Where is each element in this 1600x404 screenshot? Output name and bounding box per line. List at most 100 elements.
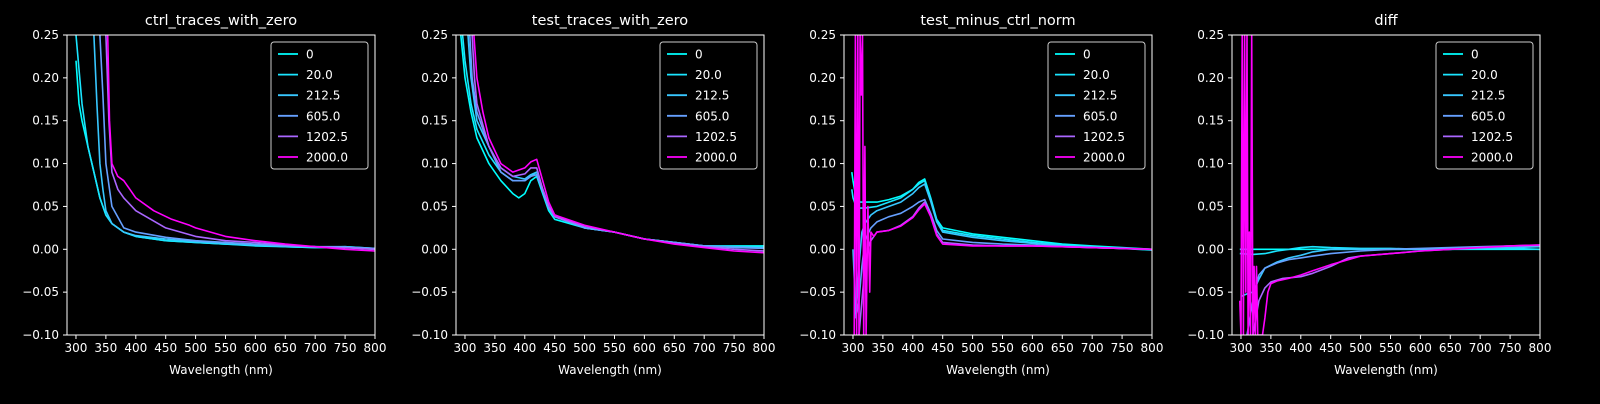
series-line-5 (1239, 35, 1540, 335)
y-tick-label: 0.05 (421, 199, 448, 213)
chart-title: ctrl_traces_with_zero (145, 13, 297, 29)
x-axis-label: Wavelength (nm) (1334, 363, 1438, 377)
x-tick-label: 450 (154, 341, 177, 355)
x-tick-label: 350 (871, 341, 894, 355)
x-tick-label: 400 (513, 341, 536, 355)
y-tick-label: −0.10 (1187, 328, 1224, 342)
y-tick-label: −0.10 (799, 328, 836, 342)
y-tick-label: 0.10 (1197, 157, 1224, 171)
y-tick-label: 0.15 (32, 114, 59, 128)
x-tick-label: 300 (1230, 341, 1253, 355)
x-tick-label: 400 (1289, 341, 1312, 355)
chart-title: diff (1374, 13, 1398, 29)
y-tick-label: 0.25 (1197, 28, 1224, 42)
x-axis-label: Wavelength (nm) (169, 363, 273, 377)
y-tick-label: 0.20 (1197, 71, 1224, 85)
x-tick-label: 300 (842, 341, 865, 355)
chart-panel-0: ctrl_traces_with_zero 300 350 400 450 500 550 6… (22, 13, 386, 377)
axes-frame (66, 34, 376, 336)
axes-frame (455, 34, 765, 336)
x-tick-label: 550 (603, 341, 626, 355)
legend: 0 20.0 212.5 605.0 1202.5 2000.0 (1435, 41, 1534, 170)
y-tick-label: 0.20 (809, 71, 836, 85)
legend: 0 20.0 212.5 605.0 1202.5 2000.0 (1047, 41, 1146, 170)
x-tick-label: 650 (1051, 341, 1074, 355)
x-tick-label: 600 (244, 341, 267, 355)
chart-panel-1: test_traces_with_zero 300 350 400 450 500 550 6… (411, 13, 775, 377)
legend-label: 1202.5 (1471, 130, 1513, 144)
x-tick-label: 750 (723, 341, 746, 355)
legend-label: 20.0 (1083, 68, 1110, 82)
y-tick-label: 0.05 (1197, 199, 1224, 213)
legend: 0 20.0 212.5 605.0 1202.5 2000.0 (659, 41, 758, 170)
x-tick-label: 600 (1409, 341, 1432, 355)
legend-label: 212.5 (695, 89, 729, 103)
y-tick-label: 0.00 (421, 242, 448, 256)
y-tick-label: 0.25 (809, 28, 836, 42)
x-tick-label: 650 (1439, 341, 1462, 355)
legend-label: 605.0 (695, 109, 729, 123)
x-tick-label: 450 (1319, 341, 1342, 355)
series-line-1 (851, 179, 1152, 251)
y-tick-label: 0.00 (1197, 242, 1224, 256)
x-tick-label: 650 (663, 341, 686, 355)
chart-panel-2: test_minus_ctrl_norm 300 350 400 450 500 550 60… (799, 13, 1163, 377)
x-axis-label: Wavelength (nm) (946, 363, 1050, 377)
legend-label: 605.0 (1083, 109, 1117, 123)
x-axis-label: Wavelength (nm) (558, 363, 662, 377)
y-tick-label: 0.25 (421, 28, 448, 42)
legend-label: 0 (1083, 48, 1091, 62)
x-tick-label: 350 (94, 341, 117, 355)
series-group (851, 35, 1152, 335)
x-tick-label: 700 (1469, 341, 1492, 355)
series-line-0 (851, 171, 1152, 251)
chart-title: test_minus_ctrl_norm (920, 13, 1075, 29)
x-tick-label: 350 (1259, 341, 1282, 355)
legend-label: 0 (1471, 48, 1479, 62)
y-tick-label: 0.00 (809, 242, 836, 256)
x-tick-label: 600 (1021, 341, 1044, 355)
axes-frame (843, 34, 1153, 336)
legend-label: 2000.0 (1471, 151, 1513, 165)
x-tick-label: 700 (693, 341, 716, 355)
x-tick-label: 800 (1141, 341, 1164, 355)
x-tick-label: 700 (1081, 341, 1104, 355)
x-tick-label: 400 (901, 341, 924, 355)
x-tick-label: 400 (124, 341, 147, 355)
y-tick-label: 0.20 (32, 71, 59, 85)
legend-label: 20.0 (306, 68, 333, 82)
x-tick-label: 650 (274, 341, 297, 355)
x-tick-label: 450 (931, 341, 954, 355)
y-tick-label: 0.10 (809, 157, 836, 171)
chart-panel-3: diff 300 350 400 450 500 550 600 650 700 750 800 −0.… (1187, 13, 1551, 377)
y-tick-label: −0.05 (799, 285, 836, 299)
y-tick-label: 0.05 (809, 199, 836, 213)
y-tick-label: 0.25 (32, 28, 59, 42)
legend-label: 20.0 (695, 68, 722, 82)
x-tick-label: 300 (65, 341, 88, 355)
y-tick-label: −0.10 (22, 328, 59, 342)
legend-label: 0 (306, 48, 314, 62)
legend-label: 0 (695, 48, 703, 62)
y-tick-label: −0.05 (411, 285, 448, 299)
x-tick-label: 800 (364, 341, 387, 355)
x-tick-label: 500 (573, 341, 596, 355)
legend-label: 2000.0 (695, 151, 737, 165)
legend-label: 212.5 (1471, 89, 1505, 103)
x-tick-label: 750 (334, 341, 357, 355)
legend-label: 1202.5 (1083, 130, 1125, 144)
x-tick-label: 450 (543, 341, 566, 355)
x-tick-label: 550 (1379, 341, 1402, 355)
y-tick-label: 0.15 (1197, 114, 1224, 128)
x-tick-label: 500 (1349, 341, 1372, 355)
series-line-5 (106, 35, 375, 252)
legend: 0 20.0 212.5 605.0 1202.5 2000.0 (270, 41, 369, 170)
y-tick-label: 0.20 (421, 71, 448, 85)
legend-label: 212.5 (1083, 89, 1117, 103)
y-tick-label: −0.10 (411, 328, 448, 342)
legend-label: 212.5 (306, 89, 340, 103)
y-tick-label: 0.15 (421, 114, 448, 128)
x-tick-label: 800 (753, 341, 776, 355)
axes-frame (1231, 34, 1541, 336)
